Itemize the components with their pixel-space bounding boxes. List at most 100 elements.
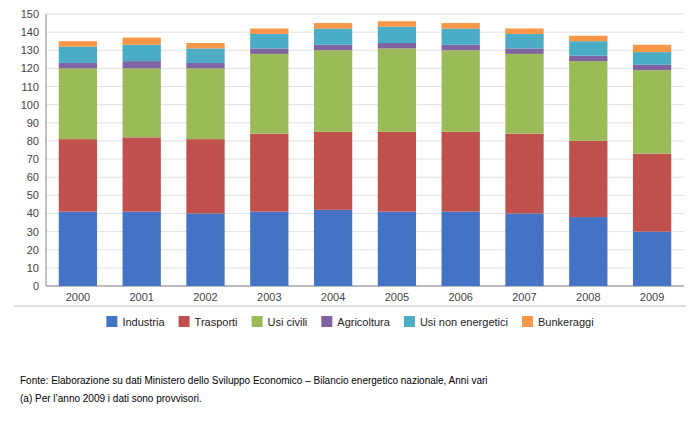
y-tick-label: 140 xyxy=(21,26,39,38)
footnotes: Fonte: Elaborazione su dati Ministero de… xyxy=(20,375,488,404)
bar-segment xyxy=(442,45,480,50)
bar-segment xyxy=(569,41,607,56)
y-tick-label: 60 xyxy=(27,171,39,183)
bar-segment xyxy=(633,154,671,232)
y-tick-label: 80 xyxy=(27,135,39,147)
y-tick-label: 40 xyxy=(27,207,39,219)
footnote: Fonte: Elaborazione su dati Ministero de… xyxy=(20,375,488,386)
bar-segment xyxy=(59,63,97,68)
y-tick-label: 20 xyxy=(27,244,39,256)
legend-swatch xyxy=(252,316,263,327)
legend-swatch xyxy=(522,316,533,327)
legend-swatch xyxy=(179,316,190,327)
y-axis-line xyxy=(46,14,47,286)
y-tick-label: 150 xyxy=(21,8,39,20)
y-tick-label: 130 xyxy=(21,44,39,56)
legend-item: Usi non energetici xyxy=(404,316,508,328)
legend-swatch xyxy=(106,316,117,327)
bar-segment xyxy=(186,68,224,139)
bar-segment xyxy=(123,45,161,61)
bar-segment xyxy=(123,212,161,286)
legend-item: Trasporti xyxy=(179,316,238,328)
bar-segment xyxy=(186,213,224,286)
x-tick-label: 2002 xyxy=(193,291,217,303)
x-tick-label: 2006 xyxy=(448,291,472,303)
bar-segment xyxy=(314,45,352,50)
bar-segment xyxy=(123,61,161,68)
bar-segment xyxy=(442,132,480,212)
x-tick-label: 2000 xyxy=(66,291,90,303)
bar-segment xyxy=(186,63,224,68)
bar-segment xyxy=(186,43,224,48)
bar-segment xyxy=(378,27,416,43)
y-tick-label: 120 xyxy=(21,62,39,74)
legend-swatch xyxy=(404,316,415,327)
bar-segment xyxy=(250,54,288,134)
legend-item: Industria xyxy=(106,316,165,328)
footnote: (a) Per l’anno 2009 i dati sono provviso… xyxy=(20,393,202,404)
x-tick-label: 2007 xyxy=(512,291,536,303)
x-tick-label: 2009 xyxy=(640,291,664,303)
bar-segment xyxy=(633,232,671,286)
bar-segment xyxy=(505,134,543,214)
bar-segment xyxy=(569,56,607,61)
legend-item: Agricoltura xyxy=(321,316,390,328)
x-tick-label: 2005 xyxy=(385,291,409,303)
bar-segment xyxy=(314,50,352,132)
bar-segment xyxy=(123,68,161,137)
bar-segment xyxy=(633,52,671,65)
x-tick-label: 2001 xyxy=(129,291,153,303)
bar-segment xyxy=(59,47,97,63)
y-tick-label: 100 xyxy=(21,99,39,111)
bar-segment xyxy=(250,48,288,53)
legend-label: Trasporti xyxy=(195,316,238,328)
bar-segment xyxy=(59,68,97,139)
bars xyxy=(59,21,671,286)
bar-segment xyxy=(505,29,543,34)
bar-segment xyxy=(442,50,480,132)
bar-segment xyxy=(378,43,416,48)
chart: 0102030405060708090100110120130140150200… xyxy=(0,0,700,434)
grid-line xyxy=(46,32,684,33)
grid-line xyxy=(46,14,684,15)
bar-segment xyxy=(569,36,607,41)
bar-segment xyxy=(314,210,352,286)
bar-segment xyxy=(505,48,543,53)
bar-segment xyxy=(250,134,288,212)
separator xyxy=(14,306,686,307)
legend-label: Agricoltura xyxy=(337,316,390,328)
bar-segment xyxy=(123,137,161,211)
bar-segment xyxy=(505,213,543,286)
bar-segment xyxy=(633,65,671,70)
bar-segment xyxy=(378,212,416,286)
bar-segment xyxy=(633,70,671,153)
y-tick-label: 110 xyxy=(21,81,39,93)
y-tick-label: 50 xyxy=(27,189,39,201)
bar-segment xyxy=(633,45,671,52)
bar-segment xyxy=(569,61,607,141)
bar-segment xyxy=(59,139,97,212)
bar-segment xyxy=(123,38,161,45)
bar-segment xyxy=(378,48,416,131)
legend-item: Bunkeraggi xyxy=(522,316,594,328)
axes: 0102030405060708090100110120130140150200… xyxy=(21,8,684,303)
bar-segment xyxy=(314,132,352,210)
bar-segment xyxy=(186,139,224,213)
bar-segment xyxy=(442,29,480,45)
bar-segment xyxy=(569,141,607,217)
y-tick-label: 0 xyxy=(33,280,39,292)
bar-segment xyxy=(59,41,97,46)
legend-label: Usi non energetici xyxy=(420,316,508,328)
bar-segment xyxy=(314,23,352,28)
bar-segment xyxy=(250,29,288,34)
legend-label: Industria xyxy=(122,316,165,328)
bar-segment xyxy=(314,29,352,45)
bar-segment xyxy=(505,54,543,134)
bar-segment xyxy=(569,217,607,286)
y-tick-label: 10 xyxy=(27,262,39,274)
grid xyxy=(46,14,684,286)
bar-segment xyxy=(505,34,543,49)
y-tick-label: 90 xyxy=(27,117,39,129)
x-tick-label: 2003 xyxy=(257,291,281,303)
x-tick-label: 2008 xyxy=(576,291,600,303)
